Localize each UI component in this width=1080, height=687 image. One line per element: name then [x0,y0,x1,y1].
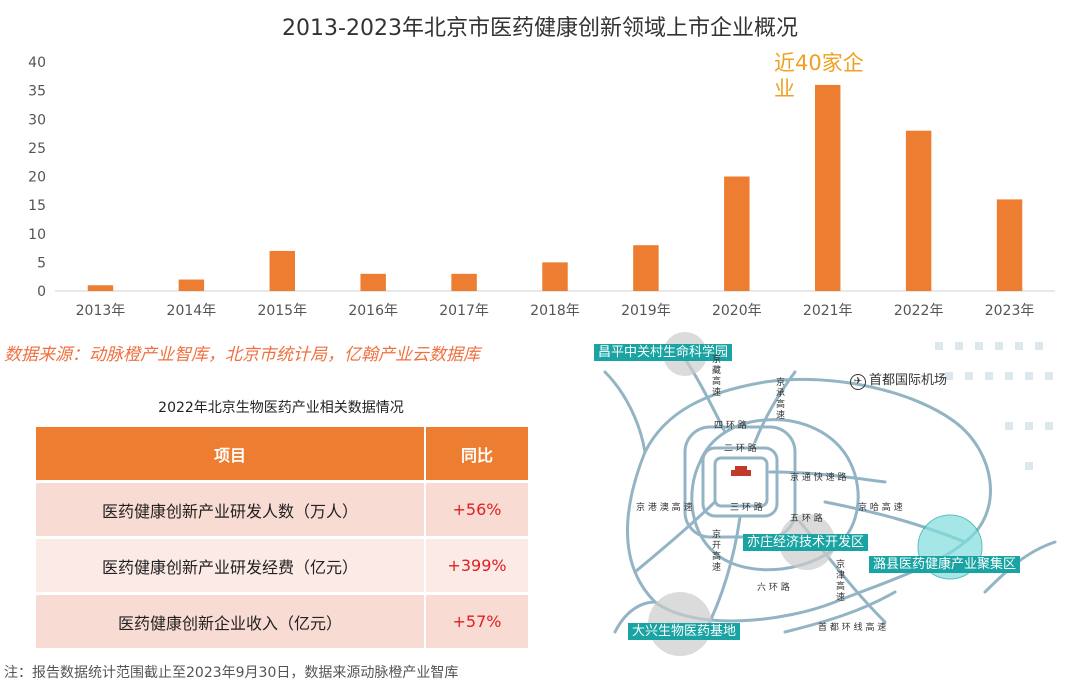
x-tick-label: 2021年 [803,303,853,319]
bar [178,279,205,291]
table-cell-item: 医药健康创新企业收入（亿元） [36,595,426,648]
road-label-jingzang: 京藏高速 [712,355,722,398]
table-header-row: 项目 同比 [36,427,528,480]
bar-chart: 0 5 10 15 20 25 30 35 40 2013年 2014年 2015年 2016年 2017… [28,55,1055,319]
ring4-road [683,425,797,539]
table-header-yoy: 同比 [426,427,528,480]
road-label-jingcheng: 京承高速 [776,378,786,421]
x-tick-label: 2022年 [894,303,944,319]
jingtong-road [768,470,887,484]
road-label-ring2: 二 环 路 [724,444,757,454]
chart-title: 2013-2023年北京市医药健康创新领域上市企业概况 [282,16,798,41]
bar [633,245,659,291]
y-tick-label: 10 [28,227,46,243]
data-table: 项目 同比 医药健康创新产业研发人数（万人） +56% 医药健康创新产业研发经费… [36,424,528,651]
table-cell-item: 医药健康创新产业研发人数（万人） [36,483,426,536]
road-label-ring6: 六 环 路 [757,583,790,593]
road-label-ring5: 五 环 路 [790,514,823,524]
x-tick-label: 2017年 [439,303,489,319]
table-row: 医药健康创新产业研发经费（亿元） +399% [36,539,528,592]
y-tick-label: 15 [28,198,46,214]
x-tick-label: 2018年 [530,303,580,319]
label-changping: 昌平中关村生命科学园 [594,344,733,361]
table-row: 医药健康创新企业收入（亿元） +57% [36,595,528,648]
road-label-jingkai: 京开高速 [712,530,722,573]
road-label-jingha: 京 哈 高 速 [858,503,903,513]
road-label-ring4: 四 环 路 [714,421,747,431]
shoudu-road [783,590,897,634]
x-tick-label: 2016年 [348,303,398,319]
table-cell-yoy: +399% [426,539,528,592]
y-tick-label: 30 [28,112,46,128]
x-tick-label: 2013年 [76,303,126,319]
bar [451,273,477,291]
ring3-road [701,446,779,518]
bar [542,262,568,291]
table-header-item: 项目 [36,427,426,480]
tiananmen-icon [731,470,751,476]
bar [87,285,114,291]
x-tick-label: 2023年 [985,303,1035,319]
bar [815,84,841,292]
y-tick-label: 5 [37,255,46,271]
label-yizhuang: 亦庄经济技术开发区 [743,534,869,551]
jingcheng-road [753,370,797,444]
y-tick-label: 20 [28,170,46,186]
road-label-ring3: 三 环 路 [730,503,763,513]
source-note: 数据来源：动脉橙产业智库，北京市统计局，亿翰产业云数据库 [4,345,480,365]
y-tick-label: 25 [28,141,46,157]
bar [905,130,932,291]
y-tick-label: 0 [37,284,46,300]
table-cell-item: 医药健康创新产业研发经费（亿元） [36,539,426,592]
x-tick-label: 2019年 [621,303,671,319]
bar [724,176,750,291]
table-cell-yoy: +56% [426,483,528,536]
x-tick-label: 2020年 [712,303,762,319]
bar [996,199,1023,291]
y-tick-label: 40 [28,55,46,71]
ring2-road [713,456,769,508]
y-tick-label: 35 [28,84,46,100]
table-cell-yoy: +57% [426,595,528,648]
table-title: 2022年北京生物医药产业相关数据情况 [158,400,404,416]
x-tick-label: 2014年 [167,303,217,319]
airplane-icon: ✈ [850,374,866,390]
road-label-jinggang: 京 港 澳 高 速 [636,503,693,513]
chart-annotation: 近40家企业 [774,51,864,101]
x-tick-label: 2015年 [257,303,307,319]
table-row: 医药健康创新产业研发人数（万人） +56% [36,483,528,536]
road-label-jingtong: 京 通 快 速 路 [790,473,847,483]
road-label-shoudu: 首 都 环 线 高 速 [818,623,887,633]
bar [269,250,295,291]
label-airport: ✈ 首都国际机场 [850,369,947,390]
label-daxing: 大兴生物医药基地 [628,623,741,640]
road-label-jingjin: 京津高速 [836,560,846,603]
bar [360,273,386,291]
beijing-map [603,332,1057,656]
label-tongzhou: 潞县医药健康产业聚集区 [869,556,1021,573]
footer-note: 注：报告数据统计范围截止至2023年9月30日，数据来源动脉橙产业智库 [4,665,459,681]
